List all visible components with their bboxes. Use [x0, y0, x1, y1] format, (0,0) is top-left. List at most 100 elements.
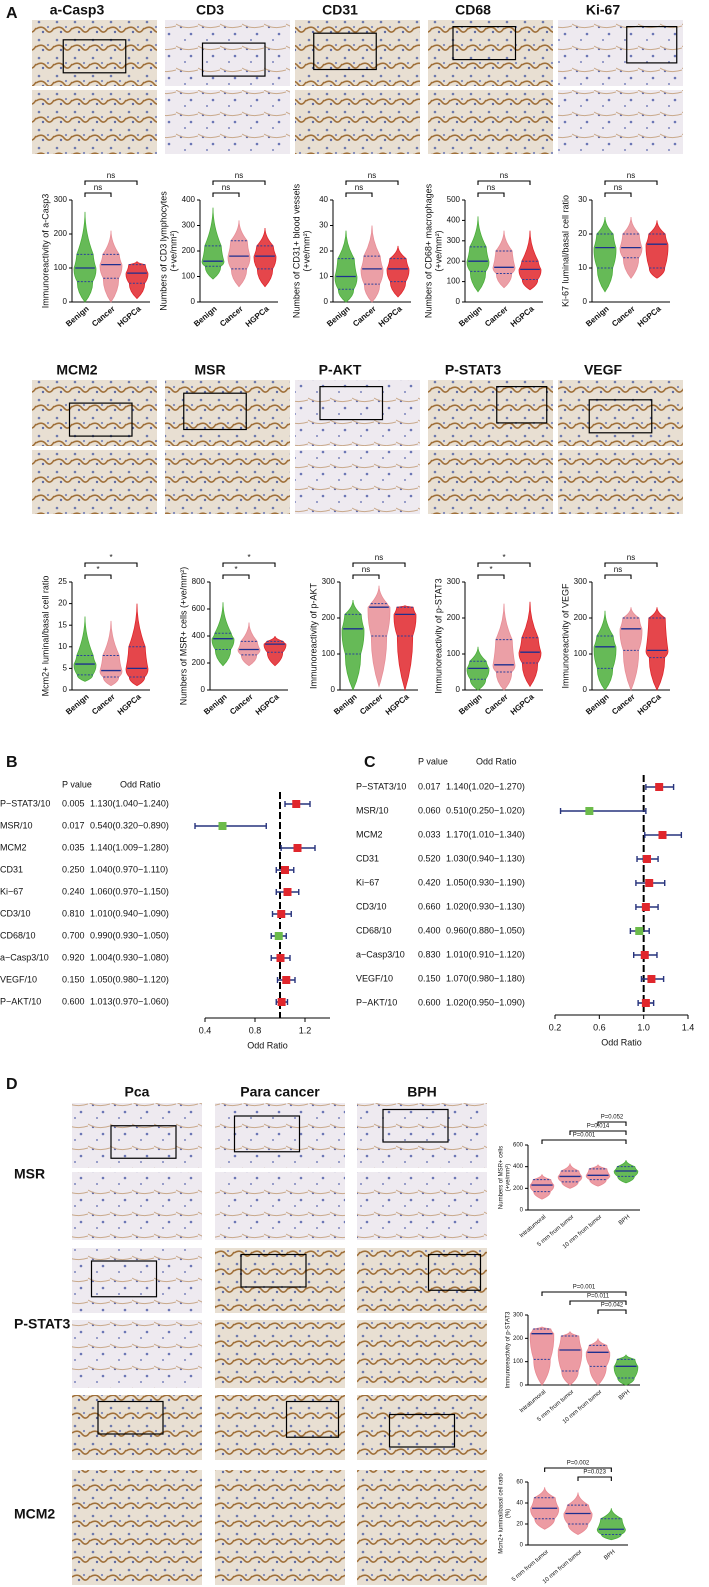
y-tick-label: 200 — [447, 613, 461, 622]
p-value: 0.830 — [418, 949, 441, 959]
inset-box — [313, 32, 377, 71]
inset-box — [62, 39, 127, 74]
y-axis-label: Immunoreactivity of a-Casp3 — [40, 194, 50, 309]
column-header: Odd Ratio — [120, 779, 161, 789]
odds-ratio-marker — [274, 932, 283, 940]
y-axis-label: Immunoreactivity of p-STAT3 — [506, 1311, 512, 1388]
micrograph — [295, 450, 420, 514]
significance-bracket — [604, 192, 632, 197]
column-header: P value — [62, 779, 92, 789]
y-tick-label: 0 — [456, 297, 461, 306]
y-axis-label: Immunoreactivity of p-AKT — [308, 582, 318, 689]
y-tick-label: 100 — [513, 1359, 524, 1365]
micrograph — [295, 380, 420, 446]
significance-label: ns — [500, 171, 508, 180]
significance-label: ns — [614, 183, 622, 192]
y-tick-label: 600 — [192, 604, 206, 613]
y-axis-label: Ki-67 luminal/basal cell ratio — [560, 195, 570, 307]
panel-label: D — [6, 1076, 18, 1093]
violin — [593, 610, 617, 691]
row-name: CD31 — [356, 853, 379, 863]
violin — [645, 220, 669, 279]
y-tick-label: 200 — [322, 613, 336, 622]
odds-ratio-label: 1.130(1.040−1.240) — [90, 798, 169, 808]
inset-box — [201, 42, 266, 77]
row-name: CD68/10 — [356, 925, 392, 935]
y-tick-label: 20 — [58, 599, 67, 608]
y-tick-label: 15 — [58, 620, 67, 629]
odds-ratio-label: 1.070(0.980−1.180) — [446, 973, 525, 983]
odds-ratio-label: 0.540(0.320−0.890) — [90, 820, 169, 830]
x-tick-label: 0.6 — [593, 1022, 606, 1032]
y-axis-label: Numbers of MSR+ cells — [499, 1146, 505, 1209]
odds-ratio-marker — [641, 903, 650, 911]
violin — [492, 230, 516, 289]
odds-ratio-marker — [282, 976, 291, 984]
p-value: 0.240 — [62, 886, 85, 896]
violin — [253, 228, 277, 288]
odds-ratio-label: 1.010(0.910−1.120) — [446, 949, 525, 959]
y-tick-label: 0 — [583, 297, 588, 306]
p-value: 0.033 — [418, 829, 441, 839]
odds-ratio-label: 0.960(0.880−1.050) — [446, 925, 525, 935]
row-name: P−AKT/10 — [356, 997, 397, 1007]
p-value: 0.005 — [62, 798, 85, 808]
y-tick-label: 20 — [578, 229, 587, 238]
significance-bracket — [569, 1300, 627, 1305]
inset-box — [68, 402, 133, 437]
micrograph — [165, 450, 290, 514]
inset-box — [626, 26, 678, 64]
panel-label: C — [364, 754, 376, 771]
p-value: 0.810 — [62, 908, 85, 918]
y-tick-label: 30 — [319, 221, 328, 230]
micrograph — [32, 450, 157, 514]
image-title: CD3 — [196, 2, 224, 18]
significance-label: ns — [614, 565, 622, 574]
odds-ratio-marker — [642, 855, 651, 863]
y-tick-label: 5 — [63, 664, 68, 673]
p-value: 0.600 — [418, 997, 441, 1007]
significance-bracket — [84, 562, 138, 567]
y-tick-label: 600 — [513, 1143, 524, 1149]
odds-ratio-label: 1.030(0.940−1.130) — [446, 853, 525, 863]
significance-label: P=0.001 — [573, 1133, 596, 1139]
row-name: CD3/10 — [0, 908, 31, 918]
micrograph — [215, 1103, 345, 1168]
micrograph — [428, 380, 553, 446]
y-tick-label: 25 — [58, 577, 67, 586]
x-tick-label: 1.2 — [299, 1025, 312, 1035]
micrograph — [72, 1395, 202, 1460]
significance-label: * — [502, 553, 505, 562]
significance-label: ns — [375, 553, 383, 562]
significance-bracket — [477, 574, 505, 579]
y-tick-label: 10 — [578, 263, 587, 272]
significance-label: ns — [222, 183, 230, 192]
micrograph — [215, 1395, 345, 1460]
image-title: CD68 — [455, 2, 491, 18]
y-tick-label: 300 — [574, 577, 588, 586]
significance-label: ns — [107, 171, 115, 180]
violin — [125, 603, 149, 687]
odds-ratio-marker — [658, 831, 667, 839]
row-title: MCM2 — [14, 1506, 55, 1522]
y-tick-label: 300 — [182, 221, 196, 230]
column-header: P value — [418, 756, 448, 766]
y-axis-label: (+ve/mm²) — [433, 230, 443, 271]
x-tick-label: 0.4 — [199, 1025, 212, 1035]
significance-bracket — [477, 192, 505, 197]
odds-ratio-marker — [641, 999, 650, 1007]
y-tick-label: 200 — [54, 229, 68, 238]
significance-bracket — [212, 180, 266, 185]
micrograph — [428, 450, 553, 514]
odds-ratio-marker — [655, 783, 664, 791]
odds-ratio-label: 1.020(0.930−1.130) — [446, 901, 525, 911]
y-tick-label: 200 — [513, 1336, 524, 1342]
inset-box — [382, 1108, 449, 1143]
row-name: a−Casp3/10 — [356, 949, 405, 959]
column-header: Odd Ratio — [476, 756, 517, 766]
micrograph — [215, 1172, 345, 1240]
odds-ratio-label: 0.510(0.250−1.020) — [446, 805, 525, 815]
violin — [645, 607, 669, 691]
y-tick-label: 0 — [456, 685, 461, 694]
micrograph — [215, 1248, 345, 1313]
